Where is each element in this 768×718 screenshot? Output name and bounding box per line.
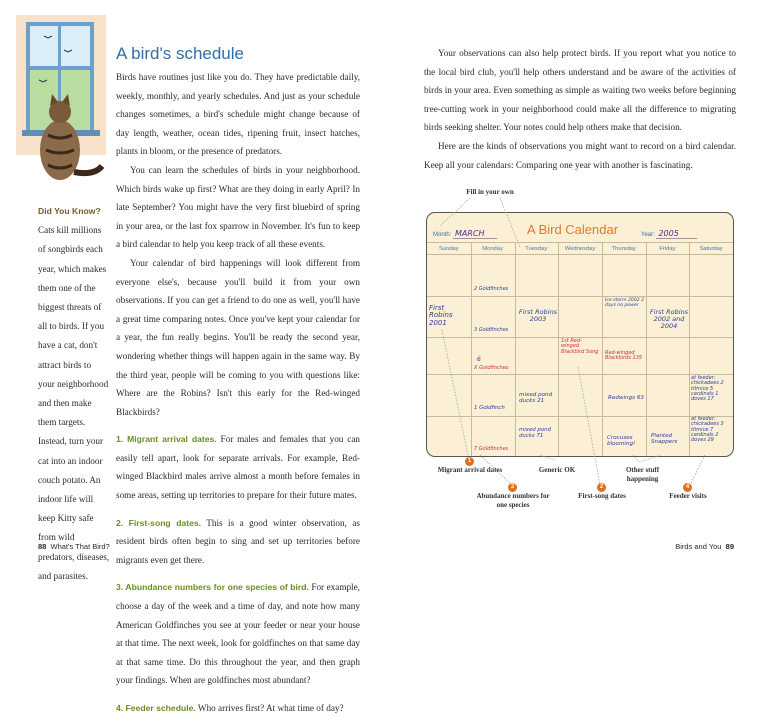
calendar-note: 3 Goldfinches [474,327,509,333]
day-label: Tuesday [525,246,548,252]
calendar-note: at feeder: chickadees 2 titmice 5 cardin… [691,375,724,402]
calendar-note: Planted Snappers [651,433,678,445]
calendar-title: A Bird Calendar [527,222,619,237]
right-body-text: Your observations can also help protect … [424,44,736,174]
callout-label: First-song dates [578,492,626,500]
list-item: 2. First-song dates. This is a good wint… [116,517,360,565]
fill-in-label: Fill in your own [466,188,514,196]
callout-leader-lines [439,197,706,486]
callout-number: 4 [683,483,692,492]
calendar-note: X Goldfinches [474,365,509,371]
cat-at-window-illustration [16,15,106,180]
callout-number: 2 [597,483,606,492]
paragraph: Birds have routines just like you do. Th… [116,72,360,157]
list-item: 3. Abundance numbers for one species of … [116,582,360,686]
paragraph: Your calendar of bird happenings will lo… [116,257,360,417]
callout-number: 1 [465,457,474,466]
day-label: Wednesday [564,246,596,252]
calendar-note: First Robins 2001 [429,304,453,327]
right-footer: Birds and You 89 [675,542,734,551]
day-label: Sunday [439,246,459,252]
calendar-note: Redwings 63 [608,395,644,401]
calendar-note: mixed pond ducks 71 [519,427,551,439]
bird-calendar: Month: MARCH A Bird Calendar Year: 2005 … [426,212,734,457]
callout-label: Feeder visits [669,492,707,500]
paragraph: Your observations can also help protect … [424,48,736,133]
calendar-note: mixed pond ducks 21 [519,392,553,404]
day-label: Saturday [699,246,723,252]
callout-number: 3 [508,483,517,492]
calendar-note: 2 Goldfinches [474,286,509,292]
list-item: 4. Feeder schedule. Who arrives first? A… [116,703,344,713]
calendar-note: 6 [477,356,481,363]
callout-label: Other stuff happening [625,466,660,484]
calendar-note: Red-winged Blackbirds 135 [605,350,643,362]
day-label: Thursday [611,246,636,252]
calendar-note: 7 Goldfinches [474,446,509,452]
paragraph: You can learn the schedules of birds in … [116,164,360,250]
page-title: A bird's schedule [116,44,244,63]
month-field: Month: MARCH [433,229,497,239]
callout-label: Abundance numbers for one species [476,492,550,510]
calendar-note: 1 Goldfinch [474,405,505,411]
day-label: Monday [482,246,503,252]
year-field: Year: 2005 [641,229,697,239]
calendar-note: First Robins 2003 [518,308,558,323]
day-label: Friday [659,246,676,252]
sidebar-heading: Did You Know? [38,206,101,216]
callout-label: Generic OK [538,466,576,474]
calendar-note: Ice storm 2002 2 days no power [605,298,645,308]
weekday-header: Sunday Monday Tuesday Wednesday Thursday Frid… [427,242,733,255]
calendar-note: Crocuses blooming! [607,435,636,447]
paragraph: Here are the kinds of observations you m… [424,140,736,170]
calendar-note: at feeder: chickadees 3 titmice 7 cardin… [691,416,724,443]
list-item: 1. Migrant arrival dates. For males and … [116,434,361,501]
left-footer: 88 What's That Bird? [38,542,110,551]
calendar-note: First Robins 2002 and 2004 [649,308,689,330]
calendar-note: 1st Red-winged Blackbird Song [561,338,599,355]
callout-label: Migrant arrival dates [437,466,503,474]
